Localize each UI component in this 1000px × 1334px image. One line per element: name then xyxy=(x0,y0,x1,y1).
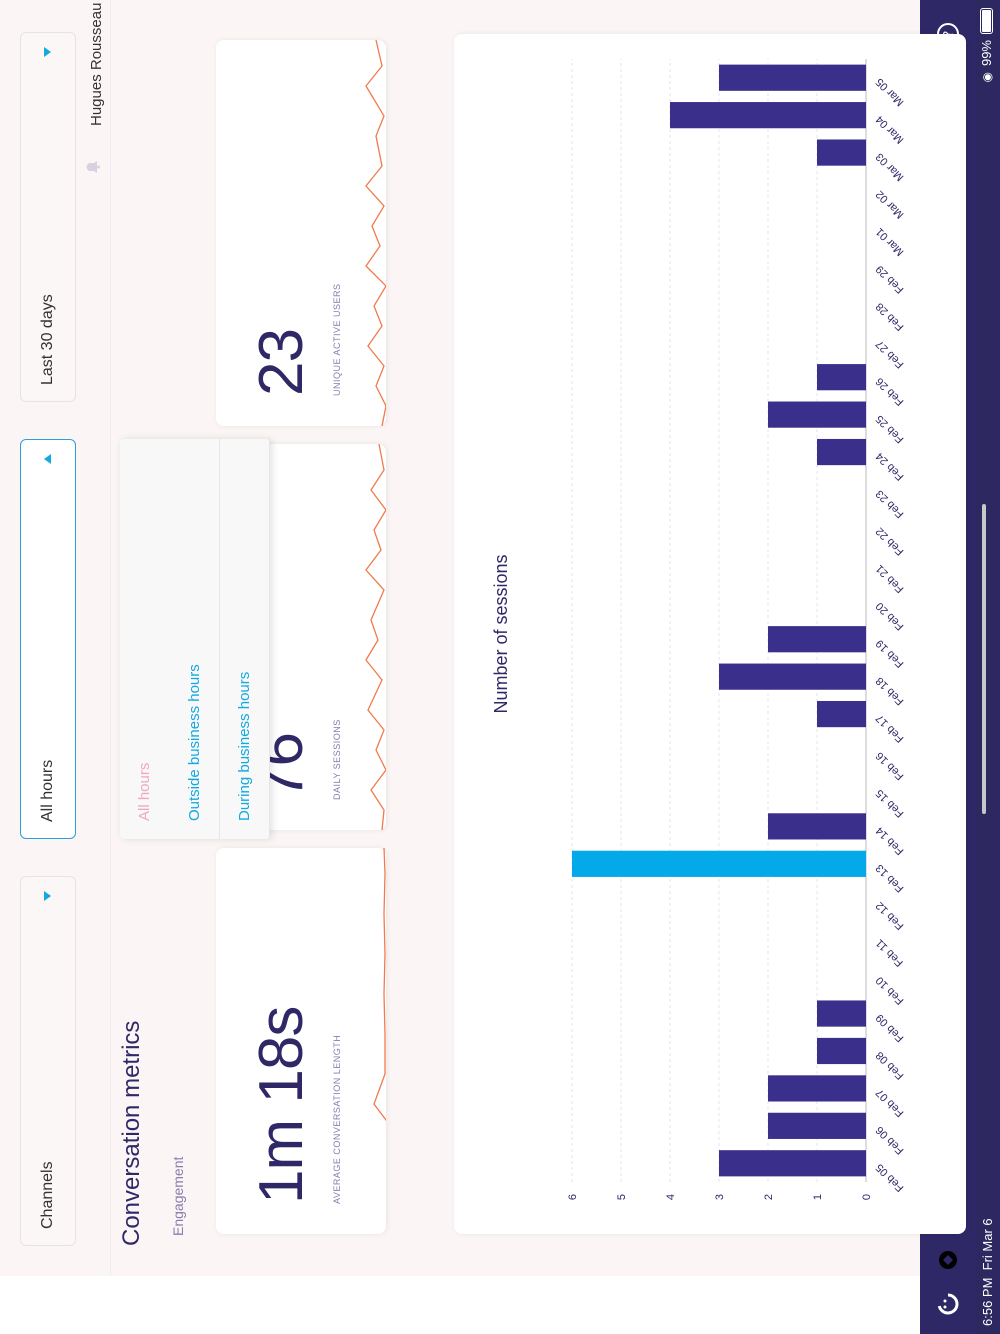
home-logo-icon[interactable] xyxy=(932,1288,964,1320)
x-tick-label: Feb 23 xyxy=(874,487,907,520)
chart-bar[interactable] xyxy=(817,1000,866,1027)
x-tick-label: Feb 28 xyxy=(874,300,907,333)
metric-card-daily-sessions: 76 DAILY SESSIONS xyxy=(216,444,386,830)
x-tick-label: Feb 29 xyxy=(874,263,907,296)
x-tick-label: Feb 18 xyxy=(874,675,907,708)
x-tick-label: Feb 16 xyxy=(874,749,907,782)
x-tick-label: Mar 02 xyxy=(874,188,907,221)
x-tick-label: Feb 14 xyxy=(874,824,907,857)
y-tick-label: 6 xyxy=(567,1194,579,1200)
x-tick-label: Feb 09 xyxy=(874,1011,907,1044)
battery-percent: 99% xyxy=(979,40,994,67)
x-tick-label: Feb 25 xyxy=(874,412,907,445)
battery-icon xyxy=(980,8,993,34)
chart-bar[interactable] xyxy=(719,1150,866,1177)
chart-bar[interactable] xyxy=(817,700,866,728)
x-tick-label: Mar 05 xyxy=(874,76,907,109)
wifi-icon: ◉ xyxy=(979,72,994,83)
x-tick-label: Mar 04 xyxy=(874,113,907,146)
chevron-down-icon xyxy=(44,47,51,57)
y-tick-label: 5 xyxy=(616,1194,628,1200)
x-tick-label: Feb 26 xyxy=(874,375,907,408)
chevron-up-icon xyxy=(44,454,51,464)
chart-bar[interactable] xyxy=(572,850,866,877)
sparkline xyxy=(365,40,386,426)
x-tick-label: Feb 20 xyxy=(874,600,907,633)
period-filter[interactable]: Last 30 days xyxy=(20,32,76,402)
status-bar: 6:56 PM Fri Mar 6 ◉ 99% xyxy=(976,0,1000,1334)
x-tick-label: Feb 24 xyxy=(874,450,907,483)
period-filter-label: Last 30 days xyxy=(39,294,56,385)
x-tick-label: Mar 01 xyxy=(874,225,907,258)
status-right: ◉ 99% xyxy=(979,8,994,83)
chart-bar[interactable] xyxy=(768,813,866,840)
x-tick-label: Feb 21 xyxy=(874,562,907,595)
x-tick-label: Feb 11 xyxy=(874,937,906,969)
x-tick-label: Feb 27 xyxy=(874,338,907,371)
y-tick-label: 0 xyxy=(861,1194,873,1200)
channels-filter[interactable]: Channels xyxy=(20,876,76,1246)
chart-bars xyxy=(572,64,866,1177)
sparkline xyxy=(365,444,386,830)
chart-bar[interactable] xyxy=(719,663,866,690)
y-tick-label: 4 xyxy=(665,1194,677,1200)
chart-bar[interactable] xyxy=(768,1112,866,1139)
chart-bar[interactable] xyxy=(817,438,866,466)
chart-bar[interactable] xyxy=(817,364,866,391)
x-tick-label: Feb 07 xyxy=(874,1086,907,1119)
chart-bar[interactable] xyxy=(817,139,866,166)
user-name[interactable]: Hugues Rousseau xyxy=(88,2,105,126)
y-tick-label: 3 xyxy=(714,1194,726,1200)
notification-bell-icon[interactable] xyxy=(84,158,100,176)
x-tick-label: Feb 12 xyxy=(874,899,907,932)
chart-y-ticks: 0 1 2 3 4 5 6 xyxy=(567,1194,873,1200)
hours-dropdown: All hours Outside business hours During … xyxy=(120,439,270,839)
dropdown-option-during-business-hours[interactable]: During business hours xyxy=(220,439,270,839)
page-subtitle: Engagement xyxy=(170,1156,186,1236)
channels-filter-label: Channels xyxy=(39,1161,56,1229)
x-tick-label: Feb 17 xyxy=(874,712,907,745)
metric-card-unique-users: 23 UNIQUE ACTIVE USERS xyxy=(216,40,386,426)
chart-bar[interactable] xyxy=(719,64,866,91)
x-tick-label: Feb 10 xyxy=(874,974,907,1007)
hours-filter-label: All hours xyxy=(39,759,56,822)
chart-bar[interactable] xyxy=(768,626,866,653)
scrollbar[interactable] xyxy=(982,504,986,814)
x-tick-label: Feb 22 xyxy=(874,525,907,558)
chart-bar[interactable] xyxy=(670,102,866,129)
top-bar: Channels All hours Last 30 days xyxy=(0,0,111,1276)
x-tick-label: Feb 05 xyxy=(874,1161,907,1194)
dropdown-option-all-hours[interactable]: All hours xyxy=(136,762,153,821)
status-time: 6:56 PM xyxy=(980,1277,995,1326)
x-tick-label: Feb 15 xyxy=(874,787,907,820)
x-tick-label: Feb 13 xyxy=(874,862,907,895)
metric-card-conversation-length: 1m 18s AVERAGE CONVERSATION LENGTH xyxy=(216,848,386,1234)
status-date: Fri Mar 6 xyxy=(980,1218,995,1271)
x-tick-label: Feb 06 xyxy=(874,1124,907,1157)
sparkline xyxy=(373,848,386,1234)
dropdown-option-outside-business-hours[interactable]: Outside business hours xyxy=(170,439,220,839)
y-tick-label: 2 xyxy=(763,1194,775,1200)
page-title: Conversation metrics xyxy=(118,1020,145,1246)
chevron-down-icon xyxy=(44,891,51,901)
chart-gridlines xyxy=(571,59,867,1182)
y-tick-label: 1 xyxy=(812,1194,824,1200)
x-tick-label: Feb 19 xyxy=(874,637,907,670)
chart-bar[interactable] xyxy=(768,1075,866,1102)
x-tick-label: Mar 03 xyxy=(874,150,907,183)
status-time-date: 6:56 PM Fri Mar 6 xyxy=(980,1218,995,1326)
chart-title: Number of sessions xyxy=(491,554,511,713)
chart-x-ticks: Feb 05 Feb 06 Feb 07 Feb 08 Feb 09 Feb 10 Feb … xyxy=(874,76,907,1194)
main-area: Channels All hours Last 30 days Hugues R… xyxy=(0,0,907,1276)
hours-filter[interactable]: All hours xyxy=(20,439,76,839)
chart-bar[interactable] xyxy=(768,401,866,428)
chart-bar[interactable] xyxy=(817,1037,866,1065)
shield-icon[interactable] xyxy=(932,1244,964,1276)
x-tick-label: Feb 08 xyxy=(874,1049,907,1082)
